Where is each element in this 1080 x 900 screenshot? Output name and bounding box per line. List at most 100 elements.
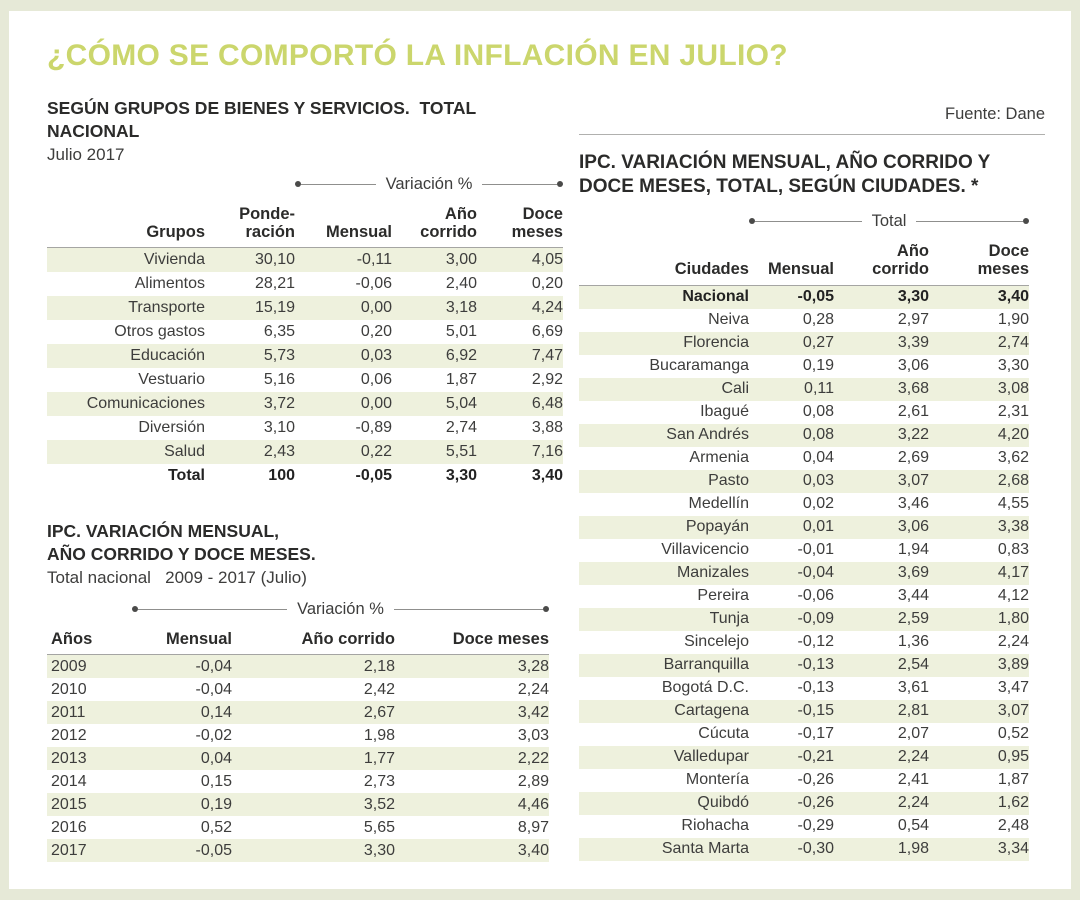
table-ipc-anual: Variación % Años Mensual Año corrido	[47, 598, 550, 863]
table-row: 2014 0,15 2,73 2,89	[47, 770, 549, 793]
row-label: Nacional	[682, 288, 749, 306]
line-dot-icon	[749, 218, 755, 225]
col-anos: Años	[47, 626, 132, 656]
table-row: 2010 -0,04 2,42 2,24	[47, 678, 549, 701]
cell-value: 5,16	[263, 371, 295, 389]
table-row: 2013 0,04 1,77 2,22	[47, 747, 549, 771]
cell-value: 0,19	[802, 357, 834, 375]
table-row: Barranquilla -0,13 2,54 3,89	[579, 653, 1030, 677]
cell-value: 0,02	[802, 495, 834, 513]
row-label: 2010	[51, 680, 87, 698]
cell-value: -0,89	[355, 419, 392, 437]
cell-value: 1,98	[897, 840, 929, 858]
cell-value: 3,89	[997, 656, 1030, 674]
table-row: Armenia 0,04 2,69 3,62	[579, 447, 1029, 470]
bracket-line	[916, 220, 1024, 222]
cell-value: 3,40	[531, 467, 563, 485]
cell-value: 3,06	[897, 518, 929, 536]
cell-value: 0,95	[997, 748, 1030, 766]
page-title: ¿CÓMO SE COMPORTÓ LA INFLACIÓN EN JULIO?	[47, 39, 788, 72]
cell-value: -0,04	[195, 680, 232, 698]
column-header-row: Grupos Ponde- ración Mensual Año corrido…	[47, 201, 563, 249]
table-row: Florencia 0,27 3,39 2,74	[579, 331, 1030, 355]
cell-value: 3,47	[997, 679, 1030, 697]
cell-value: 0,27	[802, 334, 834, 352]
table-row: Villavicencio -0,01 1,94 0,83	[579, 539, 1029, 562]
cell-value: 5,04	[445, 395, 477, 413]
cell-value: 5,73	[263, 347, 295, 365]
row-label: Alimentos	[134, 275, 205, 293]
line-dot-icon	[132, 606, 138, 613]
cell-value: 2,67	[363, 703, 395, 721]
cell-value: -0,01	[797, 541, 834, 559]
cell-value: 2,69	[897, 449, 929, 467]
table-row: Cali 0,11 3,68 3,08	[579, 377, 1030, 401]
cell-value: 7,16	[531, 443, 563, 461]
span-header-cell: Variación %	[132, 598, 550, 627]
table-row: Manizales -0,04 3,69 4,17	[579, 561, 1030, 585]
divider-line	[579, 134, 1045, 135]
cell-value: 6,48	[531, 395, 563, 413]
bracket-line	[482, 183, 558, 185]
cell-value: 2,43	[263, 443, 295, 461]
row-label: Cali	[721, 380, 749, 398]
span-header-label: Variación %	[385, 174, 473, 193]
cell-value: 3,30	[897, 288, 929, 306]
cell-value: -0,21	[797, 748, 834, 766]
section-subtitle-grupos: Julio 2017	[47, 144, 125, 164]
cell-value: 3,30	[363, 841, 395, 859]
cell-value: 2,97	[897, 311, 929, 329]
cell-value: -0,26	[797, 794, 834, 812]
right-column: Fuente: Dane IPC. VARIACIÓN MENSUAL, AÑO…	[579, 97, 1045, 862]
cell-value: -0,09	[797, 610, 834, 628]
row-label: 2009	[51, 657, 87, 675]
row-label: 2016	[51, 818, 87, 836]
cell-value: -0,02	[195, 726, 232, 744]
row-label: 2015	[51, 795, 87, 813]
table-row: Sincelejo -0,12 1,36 2,24	[579, 631, 1029, 654]
table-row: Tunja -0,09 2,59 1,80	[579, 607, 1030, 631]
row-label: Armenia	[689, 449, 749, 467]
col-ano-corrido: Año corrido	[834, 238, 929, 286]
col-mensual: Mensual	[132, 626, 232, 656]
cell-value: 1,87	[997, 771, 1030, 789]
col-doce-meses: Doce meses	[929, 238, 1030, 286]
cell-value: 0,00	[360, 395, 392, 413]
cell-value: 2,07	[897, 725, 929, 743]
cell-value: 5,01	[445, 323, 477, 341]
cell-value: 2,24	[517, 680, 549, 698]
row-label: Valledupar	[673, 748, 749, 766]
cell-value: 4,17	[997, 564, 1030, 582]
cell-value: -0,06	[797, 587, 834, 605]
cell-value: 1,80	[997, 610, 1030, 628]
cell-value: 3,52	[363, 795, 395, 813]
bracket-line	[393, 608, 544, 610]
cell-value: 7,47	[531, 347, 563, 365]
table-row: Neiva 0,28 2,97 1,90	[579, 309, 1029, 332]
row-label: Neiva	[708, 311, 749, 329]
cell-value: 1,94	[897, 541, 929, 559]
cell-value: 100	[268, 467, 295, 485]
bracket-line	[138, 608, 288, 610]
cell-value: 2,74	[445, 419, 477, 437]
cell-value: 2,24	[997, 633, 1030, 651]
left-column: SEGÚN GRUPOS DE BIENES Y SERVICIOS. TOTA…	[47, 97, 564, 863]
cell-value: 0,04	[200, 749, 232, 767]
cell-value: 1,36	[897, 633, 929, 651]
table-row: Educación 5,73 0,03 6,92 7,47	[47, 344, 563, 369]
cell-value: 3,46	[897, 495, 929, 513]
cell-value: 2,54	[897, 656, 929, 674]
table-row: 2015 0,19 3,52 4,46	[47, 793, 549, 817]
row-label: San Andrés	[666, 426, 749, 444]
col-mensual: Mensual	[749, 238, 834, 286]
line-dot-icon	[295, 181, 301, 187]
cell-value: 2,59	[897, 610, 929, 628]
cell-value: 3,10	[263, 419, 295, 437]
cell-value: 2,40	[445, 275, 477, 293]
cell-value: 0,28	[802, 311, 834, 329]
cell-value: 0,20	[531, 275, 563, 293]
cell-value: -0,15	[797, 702, 834, 720]
cell-value: 4,46	[517, 795, 549, 813]
row-label: Santa Marta	[661, 840, 749, 858]
cell-value: 0,11	[804, 380, 834, 398]
